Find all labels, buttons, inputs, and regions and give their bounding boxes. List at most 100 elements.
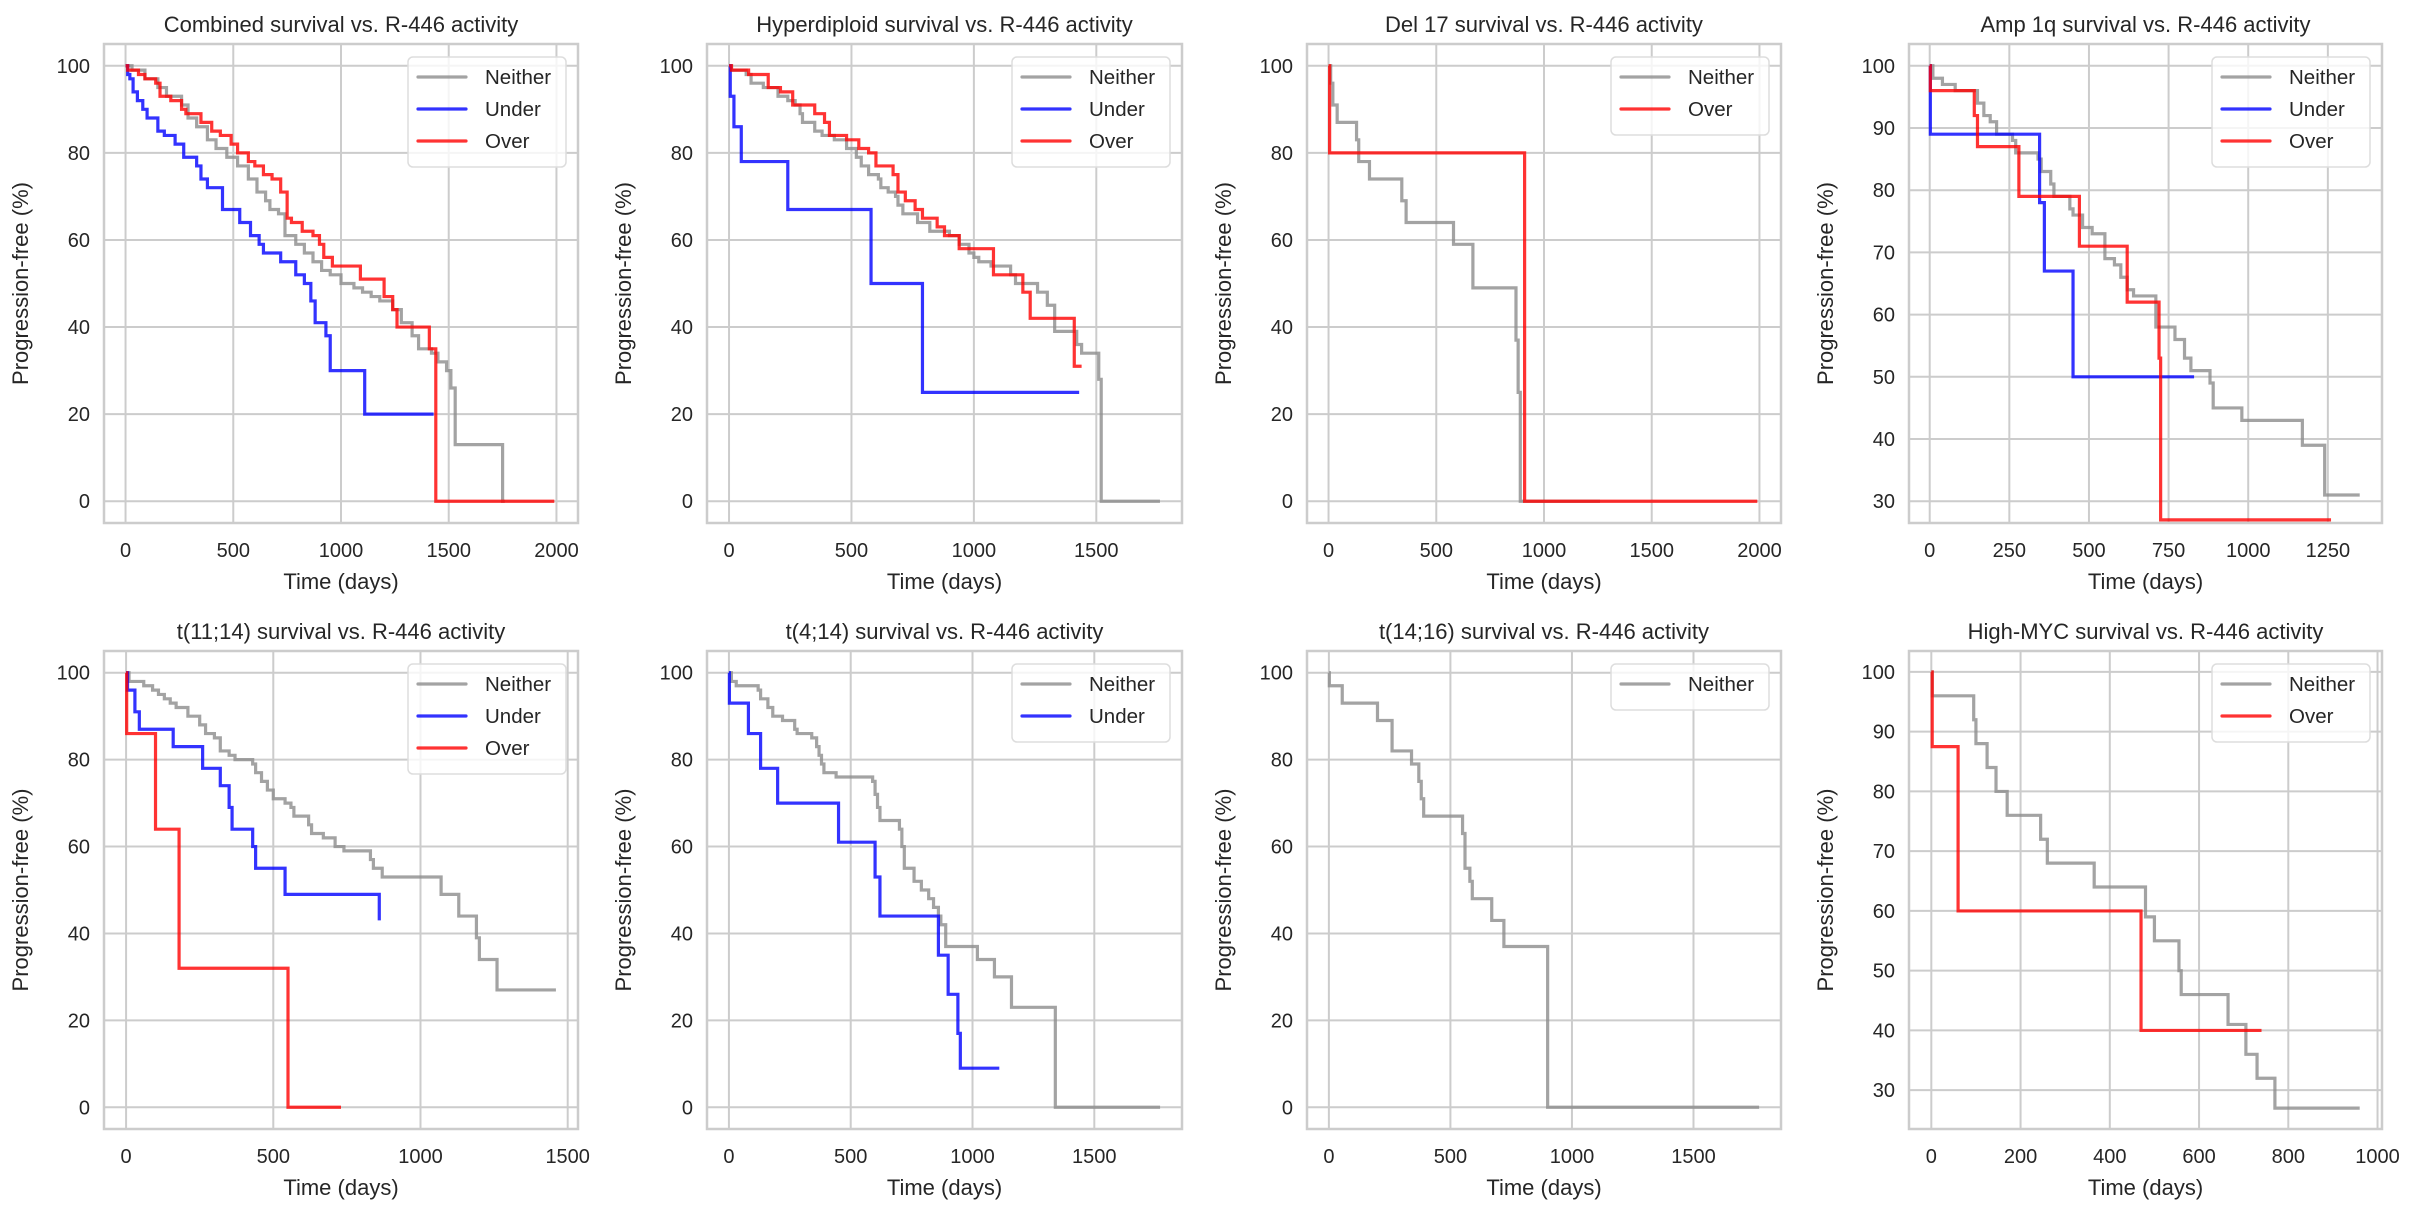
y-tick-label: 20 [671,404,693,426]
axes-frame [102,649,580,1131]
x-tick-label: 1500 [1629,540,1674,562]
y-tick-label: 80 [1271,750,1293,772]
y-tick-label: 40 [671,923,693,945]
x-tick-label: 500 [1420,540,1453,562]
y-tick-label: 40 [1271,923,1293,945]
y-axis-label: Progression-free (%) [1211,182,1236,385]
chart-title: t(4;14) survival vs. R-446 activity [786,619,1104,644]
y-tick-label: 20 [68,404,90,426]
x-tick-label: 1000 [1550,1146,1595,1168]
legend-label: Neither [1089,66,1155,89]
x-tick-label: 1500 [426,540,471,562]
chart-panel-3: 0 500 1000 1500 2000 0 20 40 60 80 100 Del 17 survi… [1211,12,1783,594]
series-line-neither [125,64,505,503]
x-tick-label: 800 [2272,1146,2305,1168]
y-tick-label: 90 [1873,722,1895,744]
axes-frame [1305,649,1783,1131]
chart-panel-2: 0 500 1000 1500 0 20 40 60 80 100 Hyperdiploid sur… [611,12,1184,594]
y-axis-label: Progression-free (%) [611,789,636,992]
y-tick-label: 80 [1873,781,1895,803]
x-tick-label: 1500 [545,1146,590,1168]
y-tick-label: 100 [1862,56,1895,78]
x-tick-label: 1000 [2226,540,2271,562]
legend: Neither Under Over [2211,56,2371,168]
x-tick-label: 500 [2072,540,2105,562]
y-tick-label: 20 [1271,1010,1293,1032]
x-tick-label: 400 [2093,1146,2126,1168]
x-axis-label: Time (days) [283,1175,398,1200]
legend-label: Under [485,705,541,728]
axes-frame [1305,42,1783,525]
x-tick-label: 750 [2152,540,2185,562]
series-line-over [1930,670,2262,1033]
x-axis-label: Time (days) [2088,1175,2203,1200]
x-axis-label: Time (days) [887,569,1002,594]
y-tick-label: 100 [1862,662,1895,684]
series-line-under [1928,64,2195,379]
y-tick-label: 100 [660,663,693,685]
x-tick-label: 0 [120,540,131,562]
legend: Neither Under Over [407,56,567,168]
y-tick-label: 80 [671,750,693,772]
y-tick-label: 40 [1873,429,1895,451]
y-tick-label: 60 [1271,230,1293,252]
x-tick-label: 500 [835,540,868,562]
x-axis-label: Time (days) [283,569,398,594]
plot-area [1307,651,1781,1129]
chart-title: High-MYC survival vs. R-446 activity [1968,619,2324,644]
y-tick-label: 50 [1873,961,1895,983]
x-tick-label: 1250 [2306,540,2351,562]
x-tick-label: 0 [121,1146,132,1168]
y-tick-label: 60 [671,230,693,252]
series-line-under [125,671,381,921]
y-tick-label: 0 [79,1097,90,1119]
y-tick-label: 90 [1873,118,1895,140]
y-tick-label: 60 [1271,837,1293,859]
chart-title: t(14;16) survival vs. R-446 activity [1379,619,1709,644]
legend-label: Neither [485,673,551,696]
series-line-over [1928,64,2332,522]
y-axis-label: Progression-free (%) [611,182,636,385]
y-tick-label: 60 [68,230,90,252]
chart-panel-4: 0 250 500 750 1000 1250 30 40 50 60 70 80 90 100 Amp 1… [1813,12,2384,594]
legend-label: Neither [1688,66,1754,89]
axes-frame [1907,42,2384,525]
x-tick-label: 1000 [952,540,997,562]
x-tick-label: 0 [1323,540,1334,562]
series-line-over [125,671,341,1109]
legend-label: Under [1089,98,1145,121]
series-line-neither [1327,671,1760,1109]
y-tick-label: 100 [57,663,90,685]
chart-title: Del 17 survival vs. R-446 activity [1385,12,1703,37]
legend-label: Over [2289,130,2334,153]
axes-frame [102,42,580,525]
x-tick-label: 500 [834,1146,867,1168]
y-tick-label: 80 [68,143,90,165]
x-axis-label: Time (days) [1486,569,1601,594]
series-line-under [727,671,1000,1070]
y-axis-label: Progression-free (%) [1813,182,1838,385]
legend: Neither [1610,663,1770,711]
legend-label: Under [485,98,541,121]
y-tick-label: 50 [1873,367,1895,389]
y-tick-label: 60 [1873,901,1895,923]
legend-label: Neither [2289,66,2355,89]
legend: Neither Over [2211,663,2371,743]
legend: Neither Over [1610,56,1770,136]
chart-title: t(11;14) survival vs. R-446 activity [177,619,505,644]
y-tick-label: 60 [1873,305,1895,327]
x-tick-label: 0 [1926,1146,1937,1168]
chart-title: Hyperdiploid survival vs. R-446 activity [756,12,1133,37]
chart-title: Amp 1q survival vs. R-446 activity [1980,12,2310,37]
x-tick-label: 2000 [534,540,579,562]
y-tick-label: 0 [682,491,693,513]
y-tick-label: 100 [1260,56,1293,78]
x-tick-label: 200 [2004,1146,2037,1168]
y-tick-label: 80 [1873,180,1895,202]
series-line-under [125,64,434,416]
y-tick-label: 100 [1260,663,1293,685]
x-tick-label: 1500 [1074,540,1119,562]
y-tick-label: 40 [1873,1020,1895,1042]
y-tick-label: 100 [660,56,693,78]
x-tick-label: 1500 [1072,1146,1117,1168]
